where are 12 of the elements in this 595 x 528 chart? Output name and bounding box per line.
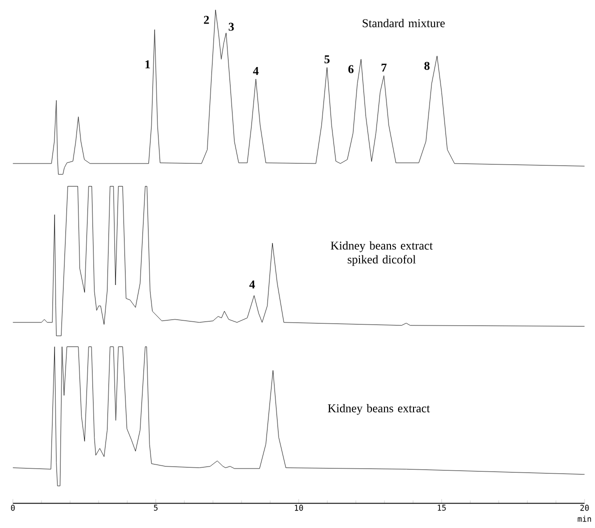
annotation: 4: [253, 66, 259, 75]
annotation: 2: [204, 16, 209, 24]
annotation: 3: [228, 22, 234, 31]
annotation: 8: [424, 62, 430, 70]
annotation: 6: [348, 65, 354, 74]
annotation: 5: [324, 55, 330, 64]
text: Kidney beans extract: [328, 404, 430, 415]
annotation: 1: [146, 60, 150, 68]
text: Kidney beans extract spiked dicofol: [330, 241, 433, 266]
annotation: 4: [249, 280, 255, 288]
text: Standard mixture: [362, 18, 445, 28]
annotation: 7: [382, 64, 387, 72]
